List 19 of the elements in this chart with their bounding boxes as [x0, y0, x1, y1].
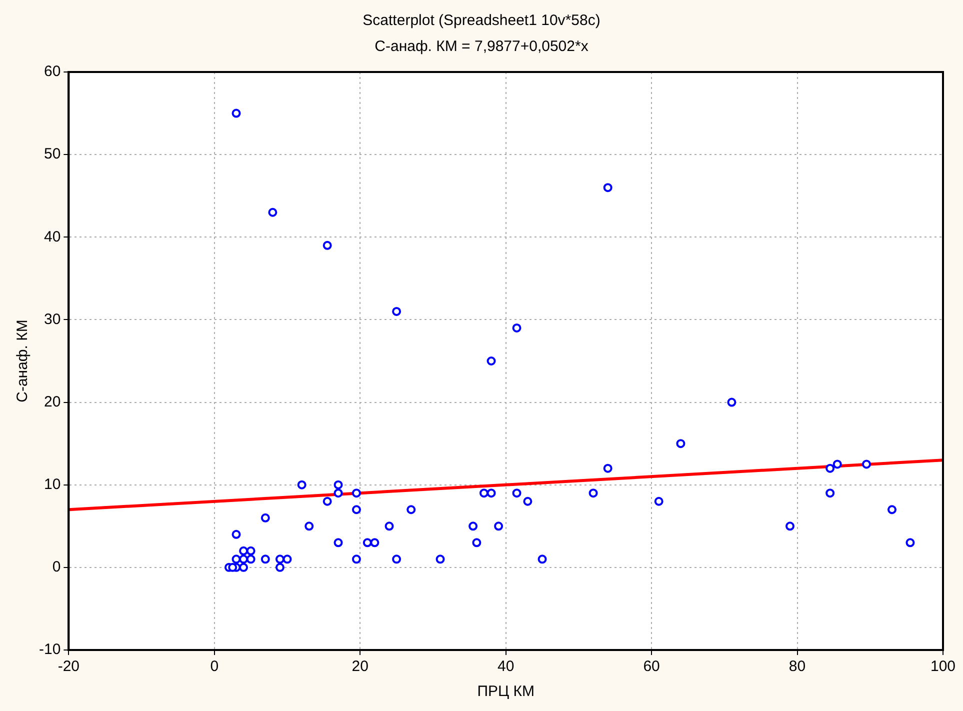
x-tick-label: 60 — [643, 658, 660, 676]
y-axis-title: С-анаф. КМ — [14, 320, 32, 402]
y-tick-label: 40 — [44, 228, 61, 246]
y-tick-label: 20 — [44, 393, 61, 410]
chart-subtitle: С-анаф. КМ = 7,9877+0,0502*x — [374, 38, 590, 55]
x-tick-label: -20 — [58, 658, 80, 676]
y-tick-label: 30 — [44, 310, 61, 328]
y-tick-label: 10 — [44, 476, 61, 493]
chart-title: Scatterplot (Spreadsheet1 10v*58c) — [362, 12, 602, 29]
x-tick-label: 80 — [788, 658, 806, 676]
x-tick-label: 20 — [352, 658, 368, 676]
x-tick-label: 40 — [497, 658, 514, 676]
y-tick-label: 0 — [52, 558, 61, 576]
y-tick-label: 60 — [44, 63, 61, 80]
y-tick-label: -10 — [38, 641, 61, 658]
x-axis-title: ПРЦ КМ — [477, 683, 534, 700]
y-tick-label: 50 — [44, 146, 61, 163]
x-tick-label: 0 — [210, 658, 219, 676]
x-tick-label: 100 — [930, 658, 956, 676]
